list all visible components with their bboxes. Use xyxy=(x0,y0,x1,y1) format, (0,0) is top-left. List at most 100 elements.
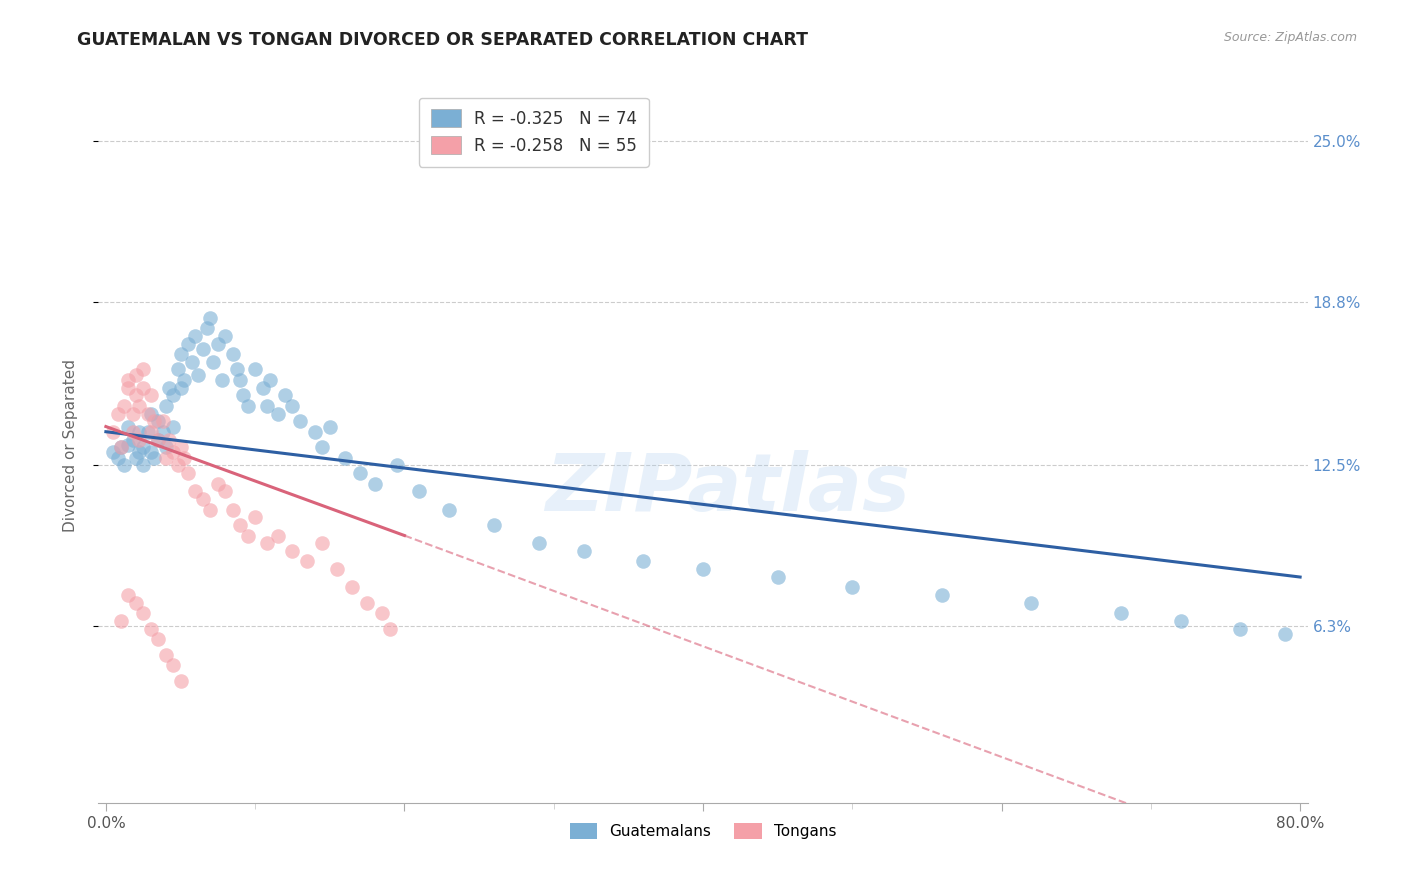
Point xyxy=(371,607,394,621)
Legend: Guatemalans, Tongans: Guatemalans, Tongans xyxy=(564,817,842,845)
Point xyxy=(482,518,505,533)
Point xyxy=(385,458,408,473)
Point xyxy=(211,373,233,387)
Point xyxy=(169,381,191,395)
Point xyxy=(191,492,214,507)
Point xyxy=(128,399,150,413)
Point xyxy=(288,414,311,428)
Point xyxy=(572,544,595,558)
Point xyxy=(356,596,378,610)
Point xyxy=(142,414,165,428)
Point xyxy=(166,458,188,473)
Point xyxy=(177,467,200,481)
Point xyxy=(200,310,222,325)
Point xyxy=(1170,614,1192,628)
Point xyxy=(110,440,132,454)
Point xyxy=(146,632,169,647)
Point xyxy=(191,342,214,356)
Point xyxy=(155,450,177,465)
Point xyxy=(146,433,169,447)
Point xyxy=(229,518,252,533)
Point xyxy=(766,570,789,584)
Point xyxy=(125,450,148,465)
Point xyxy=(202,354,225,368)
Point xyxy=(236,528,259,542)
Point xyxy=(112,458,135,473)
Point xyxy=(110,440,132,454)
Point xyxy=(132,440,155,454)
Point xyxy=(692,562,714,576)
Point xyxy=(155,440,177,454)
Text: ZIPatlas: ZIPatlas xyxy=(544,450,910,528)
Point xyxy=(340,581,363,595)
Point xyxy=(173,373,195,387)
Point xyxy=(121,425,143,439)
Point xyxy=(157,381,180,395)
Point xyxy=(117,438,139,452)
Point xyxy=(146,414,169,428)
Point xyxy=(214,328,236,343)
Point xyxy=(139,622,162,636)
Y-axis label: Divorced or Separated: Divorced or Separated xyxy=(63,359,77,533)
Point xyxy=(152,414,174,428)
Text: Source: ZipAtlas.com: Source: ZipAtlas.com xyxy=(1223,31,1357,45)
Point xyxy=(162,388,184,402)
Point xyxy=(256,399,278,413)
Point xyxy=(266,407,288,421)
Point xyxy=(1274,627,1296,641)
Point xyxy=(103,425,125,439)
Point xyxy=(139,388,162,402)
Point xyxy=(132,607,155,621)
Point xyxy=(117,381,139,395)
Point xyxy=(281,544,304,558)
Point xyxy=(107,450,129,465)
Point xyxy=(169,673,191,688)
Point xyxy=(181,354,204,368)
Point xyxy=(169,347,191,361)
Point xyxy=(319,419,342,434)
Point xyxy=(226,362,249,376)
Point xyxy=(152,425,174,439)
Point xyxy=(162,445,184,459)
Point xyxy=(162,658,184,673)
Point xyxy=(125,368,148,382)
Point xyxy=(222,347,245,361)
Point xyxy=(166,362,188,376)
Point xyxy=(326,562,349,576)
Point xyxy=(266,528,288,542)
Point xyxy=(304,425,326,439)
Point xyxy=(527,536,550,550)
Point xyxy=(633,554,655,568)
Point xyxy=(132,381,155,395)
Point xyxy=(256,536,278,550)
Point xyxy=(297,554,319,568)
Point xyxy=(281,399,304,413)
Point xyxy=(121,407,143,421)
Point xyxy=(1229,622,1251,636)
Point xyxy=(117,588,139,602)
Point xyxy=(222,502,245,516)
Point xyxy=(136,407,159,421)
Point xyxy=(128,433,150,447)
Point xyxy=(408,484,430,499)
Point xyxy=(236,399,259,413)
Point xyxy=(232,388,254,402)
Point xyxy=(197,321,219,335)
Point xyxy=(214,484,236,499)
Point xyxy=(378,622,401,636)
Point xyxy=(121,433,143,447)
Point xyxy=(184,484,207,499)
Text: GUATEMALAN VS TONGAN DIVORCED OR SEPARATED CORRELATION CHART: GUATEMALAN VS TONGAN DIVORCED OR SEPARAT… xyxy=(77,31,808,49)
Point xyxy=(139,425,162,439)
Point xyxy=(136,425,159,439)
Point xyxy=(243,510,266,524)
Point xyxy=(931,588,953,602)
Point xyxy=(139,445,162,459)
Point xyxy=(439,502,461,516)
Point xyxy=(155,399,177,413)
Point xyxy=(132,362,155,376)
Point xyxy=(333,450,356,465)
Point xyxy=(349,467,371,481)
Point xyxy=(177,336,200,351)
Point xyxy=(117,419,139,434)
